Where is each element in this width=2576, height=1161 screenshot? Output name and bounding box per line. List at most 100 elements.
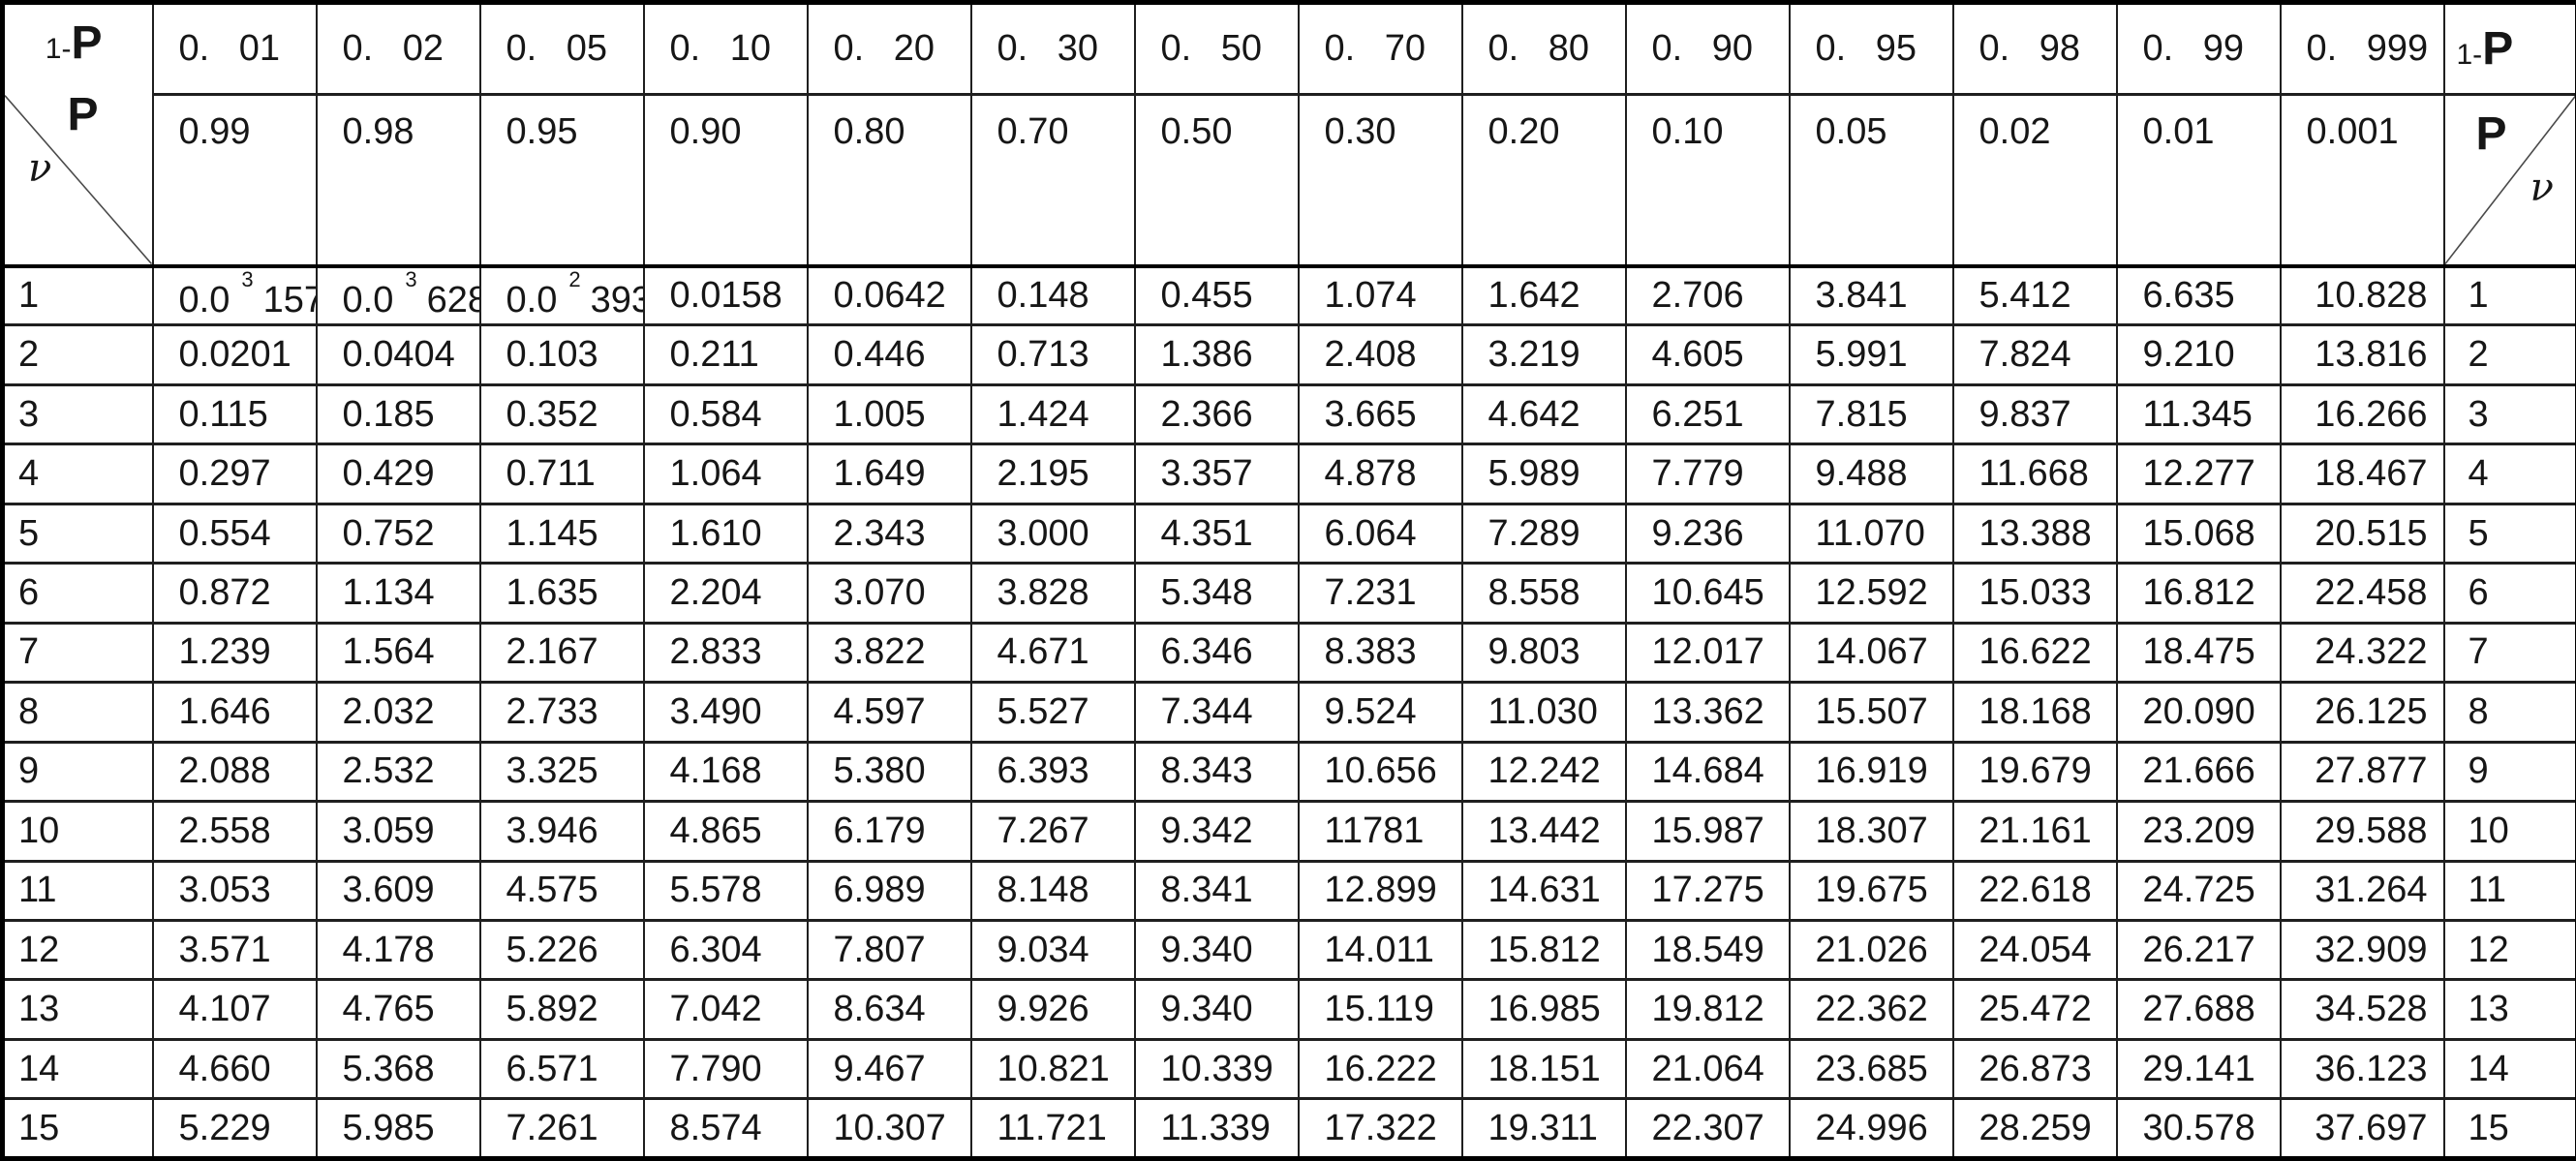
- value-cell: 11.030: [1460, 681, 1627, 744]
- value-cell: 13.362: [1624, 681, 1791, 744]
- corner-left-p-label: P: [67, 89, 100, 140]
- value-cell: 7.231: [1297, 562, 1463, 625]
- value-cell: 12.242: [1460, 740, 1627, 804]
- value-cell: 1.424: [969, 382, 1136, 446]
- value-cell: 0.446: [806, 323, 972, 386]
- value-cell: 14.067: [1788, 621, 1954, 685]
- value-cell: 5.985: [315, 1097, 481, 1160]
- value-cell: 0.0158: [642, 263, 809, 327]
- row-label-nu-right: 6: [2442, 562, 2576, 625]
- value-cell: 22.458: [2279, 562, 2445, 625]
- value-cell: 3.665: [1297, 382, 1463, 446]
- row-label-nu-right: 14: [2442, 1037, 2576, 1101]
- value-cell: 32.909: [2279, 918, 2445, 982]
- table-row: 14 4.660 5.368 6.571 7.790 9.467 10.821 10.339 1…: [1, 1037, 2576, 1101]
- value-cell: 27.877: [2279, 740, 2445, 804]
- header-row-p: 0.99 0.98 0.95 0.90 0.80 0.70 0.50 0.30 0.20 0.10…: [3, 93, 2576, 268]
- value-cell: 9.034: [969, 918, 1136, 982]
- header-p-cell: 0.30: [1297, 93, 1463, 268]
- value-cell: 27.688: [2115, 978, 2282, 1041]
- corner-right-p-label: P: [2475, 108, 2508, 160]
- corner-right-nu-label: ν: [2530, 166, 2554, 210]
- value-cell: 15.068: [2115, 502, 2282, 565]
- value-cell: 9.837: [1951, 382, 2118, 446]
- header-one-minus-p-cell: 0. 01: [151, 1, 318, 96]
- value-cell: 1.635: [478, 562, 645, 625]
- row-label-nu-left: 12: [1, 918, 154, 982]
- value-cell: 11.339: [1133, 1097, 1300, 1160]
- value-cell: 2.833: [642, 621, 809, 685]
- value-cell: 14.011: [1297, 918, 1463, 982]
- value-cell: 3.059: [315, 800, 481, 863]
- header-p-cell: 0.01: [2115, 93, 2282, 268]
- header-one-minus-p-cell: 0. 90: [1624, 1, 1791, 96]
- value-cell: 19.675: [1788, 859, 1954, 922]
- corner-left-1p-label: 1-P: [45, 17, 104, 69]
- row-label-nu-right: 7: [2442, 621, 2576, 685]
- value-cell: 18.475: [2115, 621, 2282, 685]
- value-cell: 0.103: [478, 323, 645, 386]
- corner-left-nu-label: ν: [28, 146, 52, 191]
- value-cell: 16.919: [1788, 740, 1954, 804]
- value-cell: 8.148: [969, 859, 1136, 922]
- value-cell: 0.0642: [806, 263, 972, 327]
- value-cell: 11.721: [969, 1097, 1136, 1160]
- header-one-minus-p-cell: 0. 20: [806, 1, 972, 96]
- value-cell: 1.642: [1460, 263, 1627, 327]
- value-cell: 0.711: [478, 443, 645, 505]
- value-cell: 18.168: [1951, 681, 2118, 744]
- value-cell: 10.645: [1624, 562, 1791, 625]
- value-cell: 15.119: [1297, 978, 1463, 1041]
- value-cell: 8.343: [1133, 740, 1300, 804]
- value-cell: 3.571: [151, 918, 318, 982]
- value-cell: 8.574: [642, 1097, 809, 1160]
- value-cell: 23.685: [1788, 1037, 1954, 1101]
- header-p-cell: 0.70: [969, 93, 1136, 268]
- value-cell: 1.564: [315, 621, 481, 685]
- value-cell: 16.266: [2279, 382, 2445, 446]
- value-cell: 6.635: [2115, 263, 2282, 327]
- row-label-nu-left: 2: [1, 323, 154, 386]
- value-cell: 4.671: [969, 621, 1136, 685]
- header-p-cell: 0.02: [1951, 93, 2118, 268]
- value-cell: 3.490: [642, 681, 809, 744]
- value-cell: 2.532: [315, 740, 481, 804]
- value-cell: 5.229: [151, 1097, 318, 1160]
- value-cell: 10.307: [806, 1097, 972, 1160]
- value-cell: 6.346: [1133, 621, 1300, 685]
- row-label-nu-left: 3: [1, 382, 154, 446]
- value-cell: 15.507: [1788, 681, 1954, 744]
- value-cell: 3.000: [969, 502, 1136, 565]
- value-cell: 21.026: [1788, 918, 1954, 982]
- value-cell: 3.946: [478, 800, 645, 863]
- table-row: 8 1.646 2.032 2.733 3.490 4.597 5.527 7.344 9.52…: [1, 681, 2576, 744]
- value-cell: 1.649: [806, 443, 972, 505]
- value-cell: 3.609: [315, 859, 481, 922]
- table-row: 10.031570.036280.023930.01580.06420.1480…: [1, 263, 2576, 327]
- value-cell: 9.210: [2115, 323, 2282, 386]
- row-label-nu-left: 1: [1, 263, 154, 327]
- value-cell: 1.386: [1133, 323, 1300, 386]
- value-cell: 25.472: [1951, 978, 2118, 1041]
- table-row: 6 0.872 1.134 1.635 2.204 3.070 3.828 5.348 7.23…: [1, 562, 2576, 625]
- value-cell: 7.289: [1460, 502, 1627, 565]
- value-cell: 9.340: [1133, 918, 1300, 982]
- value-cell: 4.597: [806, 681, 972, 744]
- value-cell: 9.803: [1460, 621, 1627, 685]
- value-cell: 5.368: [315, 1037, 481, 1101]
- value-cell: 1.074: [1297, 263, 1463, 327]
- value-cell: 17.322: [1297, 1097, 1463, 1160]
- table-body: 10.031570.036280.023930.01580.06420.1480…: [1, 263, 2576, 1160]
- value-cell: 21.666: [2115, 740, 2282, 804]
- value-cell: 9.467: [806, 1037, 972, 1101]
- row-label-nu-left: 6: [1, 562, 154, 625]
- value-cell: 26.125: [2279, 681, 2445, 744]
- value-cell: 3.070: [806, 562, 972, 625]
- value-cell: 2.204: [642, 562, 809, 625]
- value-cell: 12.277: [2115, 443, 2282, 505]
- value-cell: 3.828: [969, 562, 1136, 625]
- value-cell: 7.344: [1133, 681, 1300, 744]
- header-one-minus-p-cell: 0. 10: [642, 1, 809, 96]
- value-cell: 1.134: [315, 562, 481, 625]
